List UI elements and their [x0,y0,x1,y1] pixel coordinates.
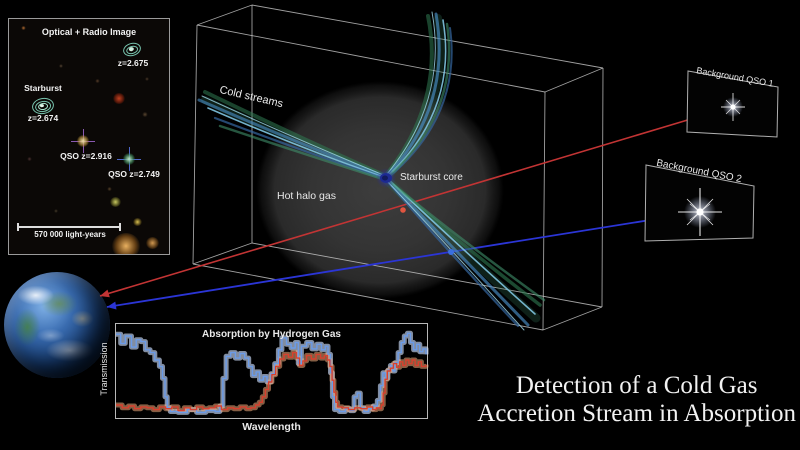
faint-star [142,112,148,117]
starburst-core-center [382,175,388,181]
optical-radio-inset: Optical + Radio Image z=2.675 Starburst [8,18,170,255]
blue-arrowhead-icon [107,301,117,310]
radio-galaxy-contours [121,40,143,59]
red-galaxy-blob [113,93,125,104]
yellow-green-star [110,197,121,207]
faint-star [145,77,149,81]
spectrum-ylabel: Transmission [99,342,109,396]
orange-galaxy-small [146,237,159,249]
qso2-blue-sightline [106,211,701,308]
qso1-star [721,93,745,121]
figure-title-line2: Accretion Stream in Absorption [477,400,796,427]
cold-stream-bottom-right [383,176,546,331]
starburst-label: Starburst [24,83,62,93]
scale-bar [17,223,121,231]
figure-title-line1: Detection of a Cold Gas [515,372,758,399]
figure-title: Detection of a Cold Gas Accretion Stream… [477,372,796,428]
faint-star [59,64,63,68]
qso2-inset-star [123,153,135,165]
cold-stream-top [384,11,453,180]
orange-galaxy-large [112,233,140,254]
qso1-inset-star [77,135,89,147]
faint-star [21,26,26,30]
blue-absorption-point [448,249,454,255]
spectrum-title: Absorption by Hydrogen Gas [202,329,341,340]
starburst-z-label: z=2.674 [27,113,59,123]
faint-star [27,157,32,161]
faint-star [107,187,112,191]
cold-stream-upper-left [197,90,390,182]
spectrum-xlabel: Wavelength [242,421,301,433]
qso1-inset-label: QSO z=2.916 [60,151,112,161]
inset-title: Optical + Radio Image [41,27,137,37]
faint-star [54,209,58,213]
yellow-star [133,218,142,226]
spectrum-curves [116,330,429,415]
radio-galaxy-z-label: z=2.675 [117,58,149,68]
red-arrowhead-icon [100,289,110,298]
red-absorption-point [400,207,406,213]
qso2-inset-label: QSO z=2.749 [108,169,160,179]
earth-image [4,272,110,378]
faint-star [95,79,100,83]
starburst-core-label: Starburst core [400,172,463,183]
hot-halo-label: Hot halo gas [277,190,336,202]
qso2-star [678,188,722,236]
scale-bar-label: 570 000 light-years [34,230,106,239]
